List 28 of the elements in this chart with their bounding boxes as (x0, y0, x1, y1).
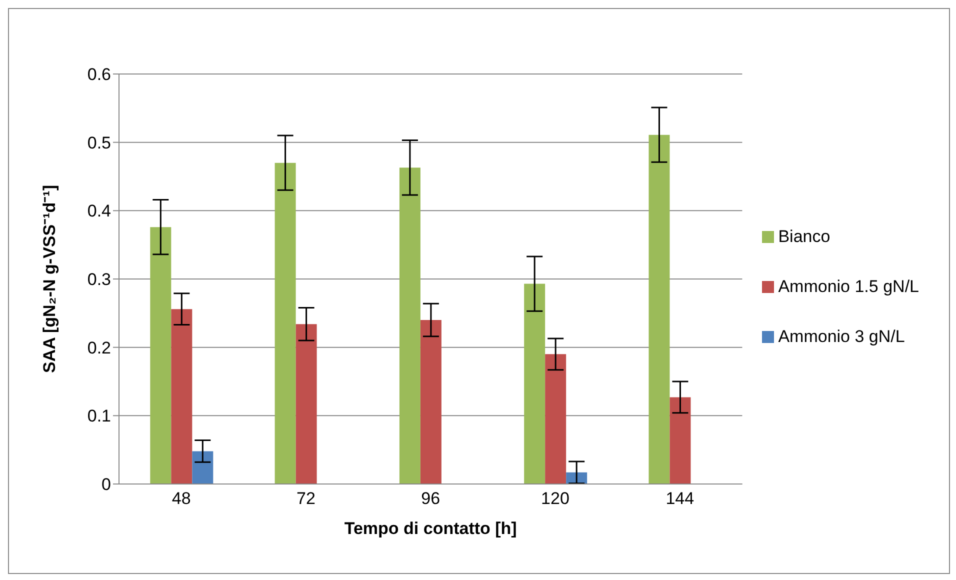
bar (274, 162, 296, 484)
bar (192, 451, 214, 484)
x-tick-label: 48 (172, 489, 191, 508)
bar (524, 284, 546, 484)
bar (171, 309, 192, 484)
y-tick-label: 0.5 (87, 133, 111, 152)
y-tick-label: 0.4 (87, 202, 111, 221)
y-tick-label: 0 (102, 475, 111, 494)
legend-label: Ammonio 3 gN/L (778, 326, 905, 346)
x-tick-label: 72 (296, 489, 316, 508)
y-tick-label: 0.1 (87, 406, 111, 426)
y-tick-label: 0.6 (87, 65, 111, 84)
bar (420, 320, 442, 484)
bar (648, 134, 670, 484)
bar (150, 227, 172, 484)
legend-label: Bianco (778, 226, 830, 246)
bar (399, 168, 420, 484)
x-tick-label: 96 (421, 489, 440, 508)
y-axis-title: SAA [gN₂-N g-VSS⁻¹d⁻¹] (40, 185, 60, 373)
x-tick-label: 144 (666, 489, 694, 508)
bar (296, 324, 317, 484)
bar (545, 354, 566, 484)
legend-label: Ammonio 1.5 gN/L (778, 276, 919, 296)
y-tick-label: 0.3 (87, 270, 111, 290)
x-axis-title: Tempo di contatto [h] (344, 519, 517, 538)
y-tick-label: 0.2 (87, 338, 111, 358)
x-tick-label: 120 (541, 489, 570, 508)
bar (670, 397, 691, 484)
